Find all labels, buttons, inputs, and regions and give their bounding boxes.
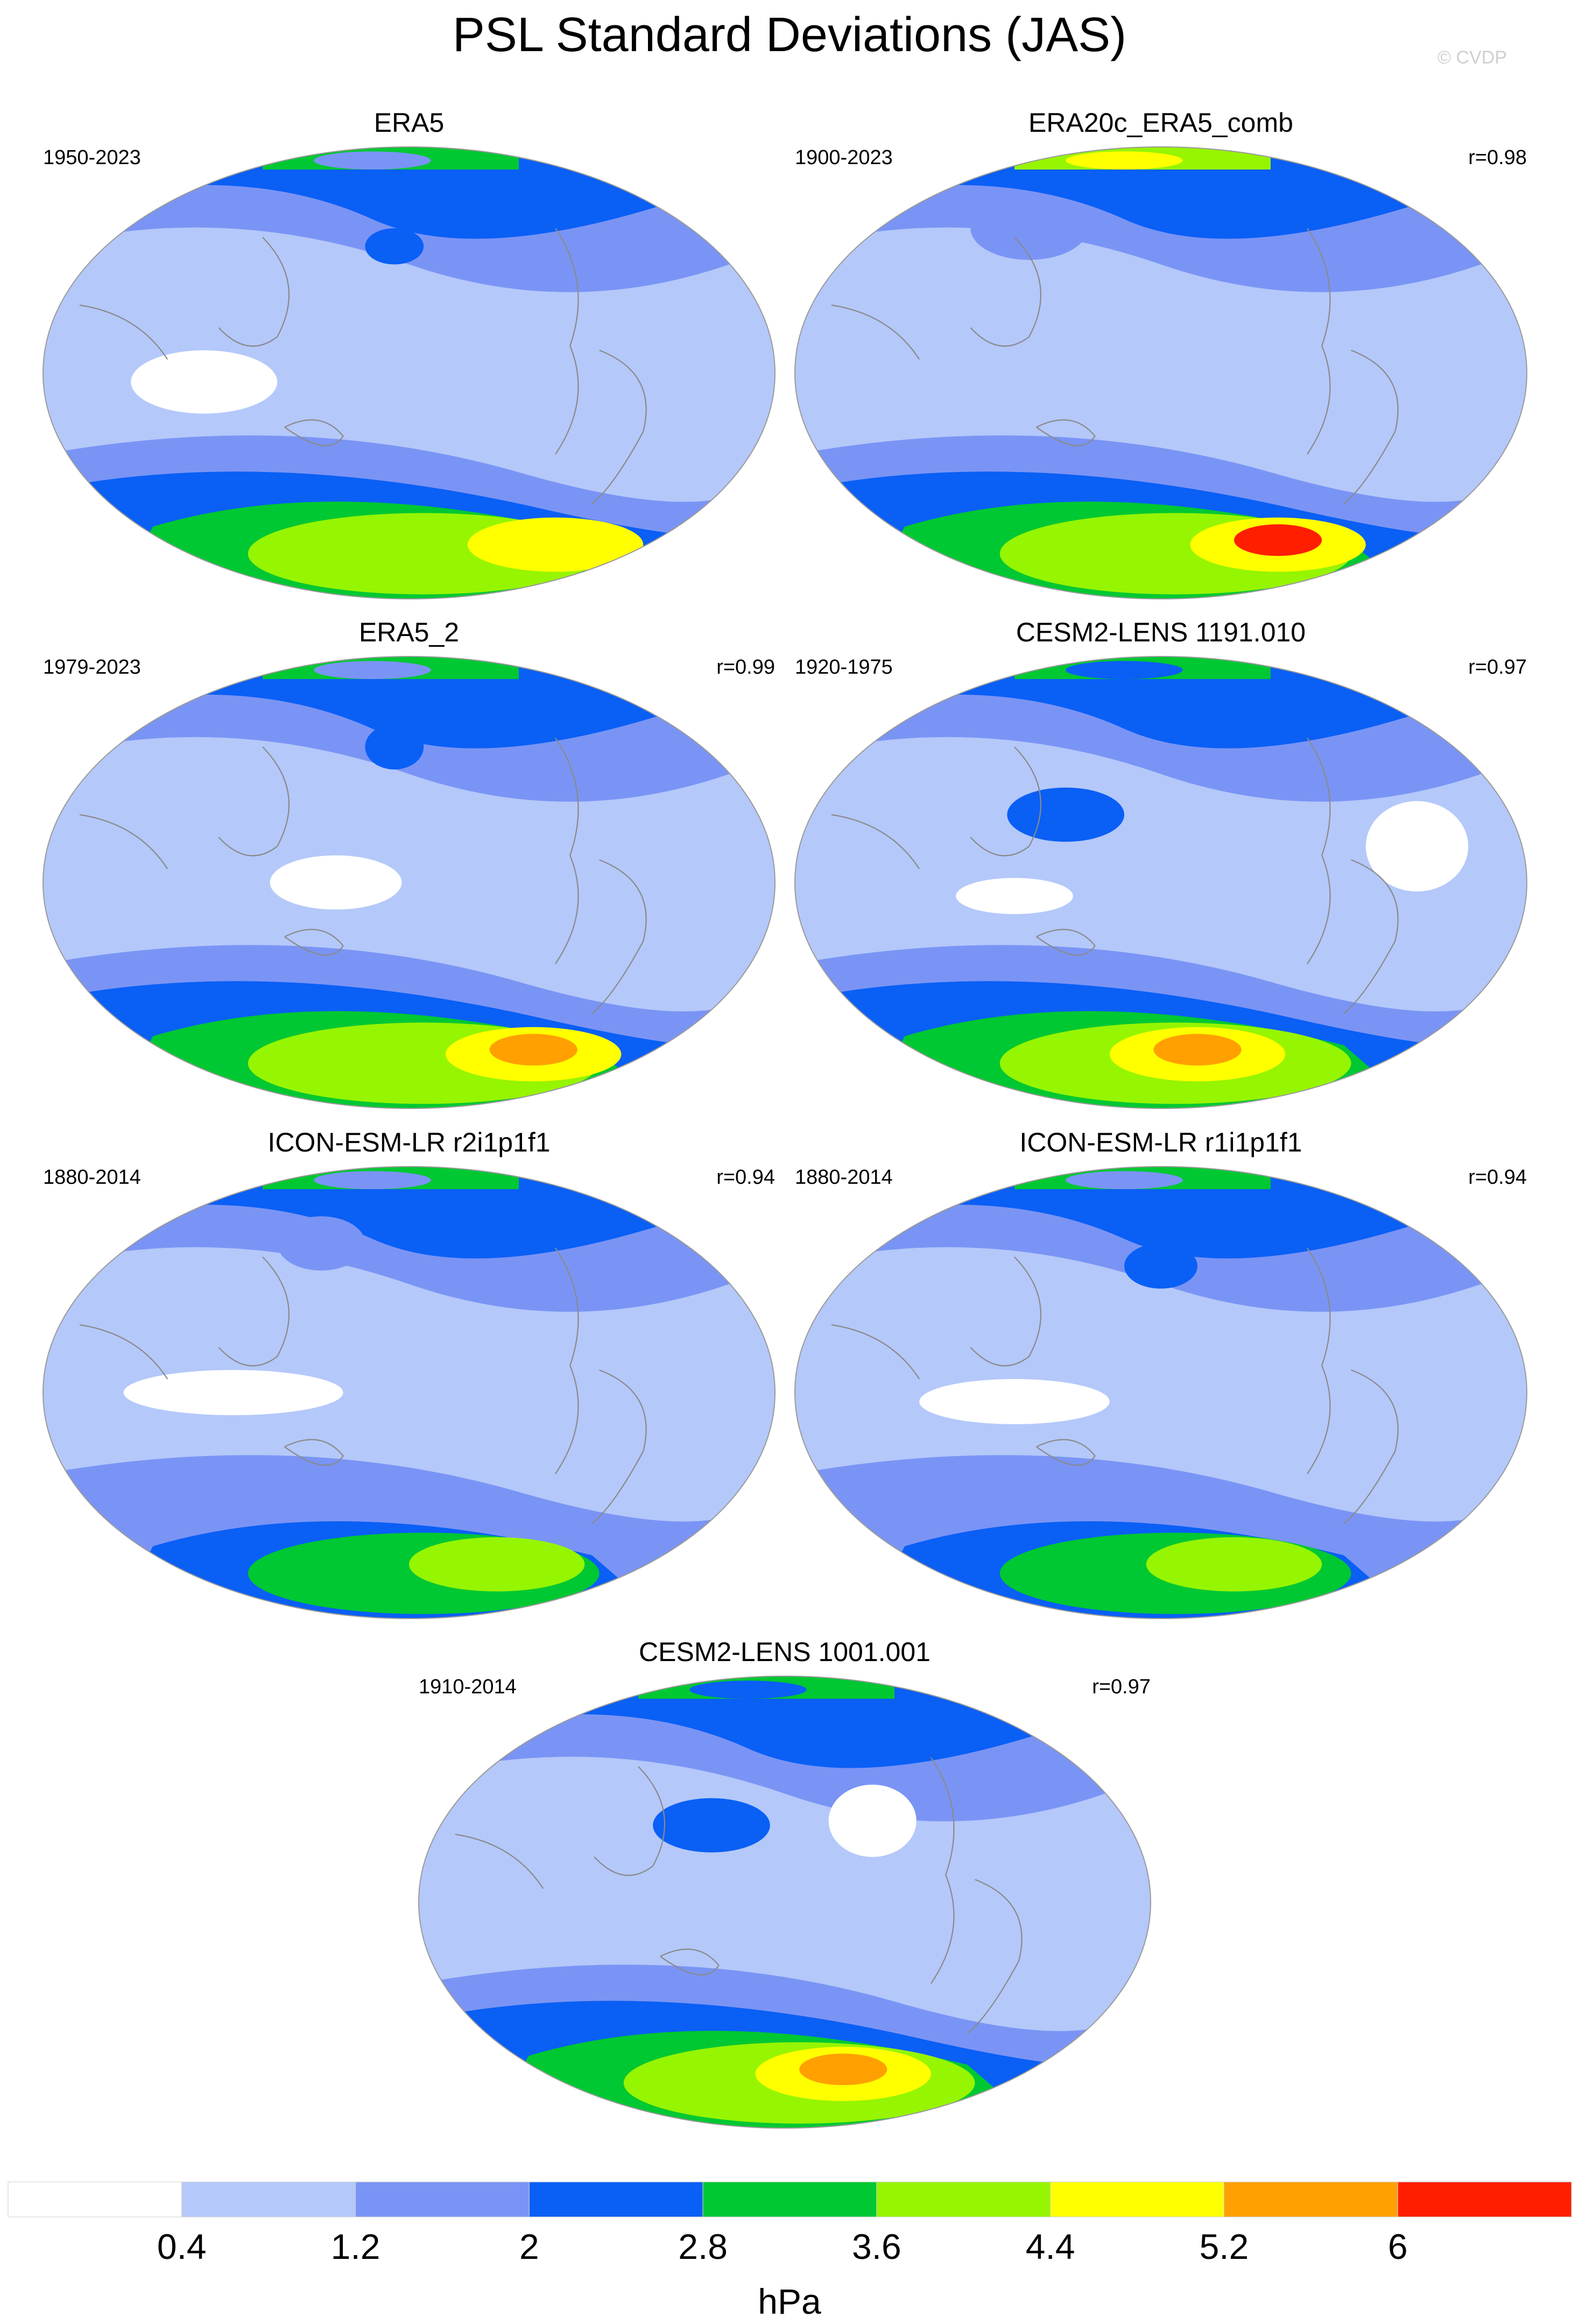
colorbar-box <box>355 2181 530 2217</box>
colorbar-box <box>876 2181 1051 2217</box>
map-border <box>43 146 776 599</box>
colorbar-box <box>1223 2181 1398 2217</box>
map-panel: CESM2-LENS 1191.010 1920-1975 r=0.97 <box>794 617 1527 1109</box>
panel-years: 1900-2023 <box>795 146 893 169</box>
panel-years: 1950-2023 <box>43 146 141 169</box>
figure-title: PSL Standard Deviations (JAS) <box>453 8 1126 62</box>
colorbar-box <box>702 2181 877 2217</box>
credit-label: © CVDP <box>1437 47 1507 68</box>
panel-title: ERA20c_ERA5_comb <box>1028 108 1293 138</box>
map-border <box>43 656 776 1109</box>
map-border <box>43 1166 776 1619</box>
map-border <box>418 1676 1151 2129</box>
panel-title: ERA5 <box>374 108 445 138</box>
map-panel: ERA5 1950-2023 <box>43 108 776 599</box>
colorbar-tick-label: 2 <box>519 2227 539 2266</box>
map-border <box>794 146 1527 599</box>
panel-correlation: r=0.98 <box>1468 146 1527 169</box>
colorbar-tick-label: 3.6 <box>852 2227 901 2266</box>
panel-correlation: r=0.97 <box>1468 656 1527 679</box>
colorbar-tick-label: 2.8 <box>678 2227 728 2266</box>
colorbar-tick-label: 5.2 <box>1200 2227 1249 2266</box>
colorbar-tick-label: 6 <box>1388 2227 1408 2266</box>
panel-title: ICON-ESM-LR r2i1p1f1 <box>267 1127 550 1157</box>
panel-correlation: r=0.94 <box>716 1166 775 1189</box>
colorbar-unit: hPa <box>758 2281 821 2321</box>
colorbar-box <box>528 2181 703 2217</box>
map-panel: ICON-ESM-LR r1i1p1f1 1880-2014 r=0.94 <box>794 1127 1527 1619</box>
panel-title: ERA5_2 <box>359 617 459 647</box>
map-field <box>419 1676 1151 2128</box>
panel-years: 1880-2014 <box>795 1166 893 1189</box>
map-panel: ICON-ESM-LR r2i1p1f1 1880-2014 r=0.94 <box>43 1127 776 1619</box>
colorbar-box <box>181 2181 356 2217</box>
colorbar-tick-label: 4.4 <box>1026 2227 1075 2266</box>
map-panel: ERA20c_ERA5_comb 1900-2023 r=0.98 <box>794 108 1527 599</box>
panel-years: 1920-1975 <box>795 656 893 679</box>
panel-years: 1880-2014 <box>43 1166 141 1189</box>
map-field <box>795 147 1527 599</box>
map-border <box>794 656 1527 1109</box>
map-border <box>794 1166 1527 1619</box>
panel-correlation: r=0.99 <box>716 656 775 679</box>
colorbar: 0.4 1.2 2 2.8 3.6 4.4 5.2 6 <box>8 2181 1572 2266</box>
panel-years: 1979-2023 <box>43 656 141 679</box>
panel-correlation: r=0.97 <box>1092 1676 1151 1698</box>
colorbar-tick-label: 0.4 <box>157 2227 207 2266</box>
panel-correlation: r=0.94 <box>1468 1166 1527 1189</box>
panel-title: CESM2-LENS 1191.010 <box>1016 617 1306 647</box>
map-field <box>43 1167 775 1619</box>
panel-years: 1910-2014 <box>419 1676 517 1698</box>
map-panel: CESM2-LENS 1001.001 1910-2014 r=0.97 <box>418 1637 1151 2129</box>
colorbar-box <box>8 2181 182 2217</box>
map-panel: ERA5_2 1979-2023 r=0.99 <box>43 617 776 1109</box>
colorbar-box <box>1050 2181 1224 2217</box>
colorbar-tick-label: 1.2 <box>331 2227 380 2266</box>
colorbar-box <box>1397 2181 1572 2217</box>
panel-title: CESM2-LENS 1001.001 <box>639 1637 931 1667</box>
panel-title: ICON-ESM-LR r1i1p1f1 <box>1019 1127 1302 1157</box>
